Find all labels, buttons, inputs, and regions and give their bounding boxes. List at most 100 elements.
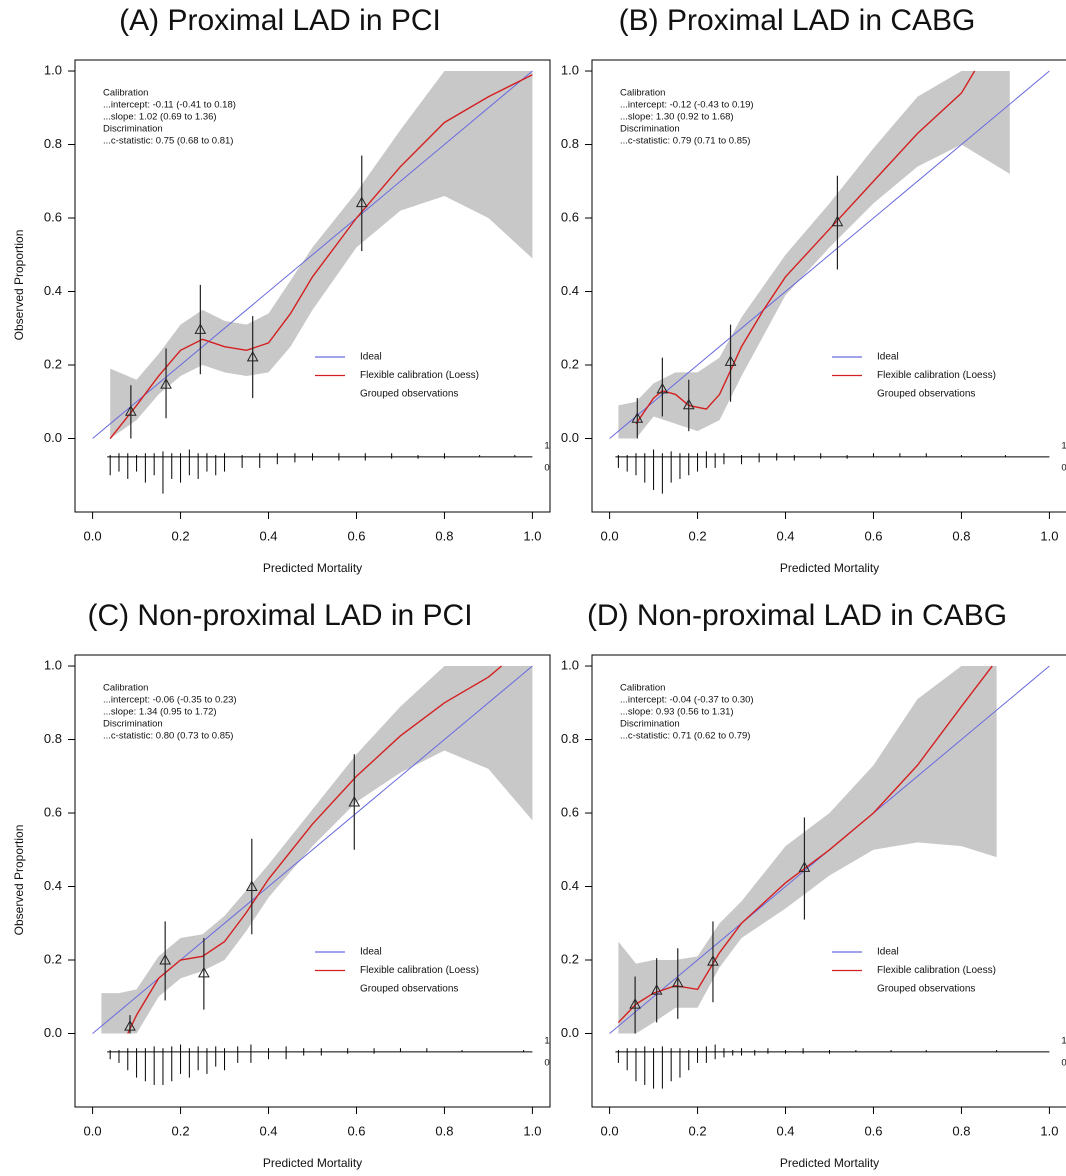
y-tick-label: 0.0	[44, 1025, 62, 1040]
y-tick-label: 1.0	[44, 657, 62, 672]
observation-marker	[650, 984, 663, 995]
x-tick-label: 0.6	[864, 528, 882, 543]
x-tick-label: 0.4	[776, 528, 794, 543]
rug-label: 0	[1061, 462, 1066, 473]
y-tick-label: 0.4	[44, 283, 62, 298]
confidence-band	[110, 71, 533, 439]
x-tick-label: 1.0	[1040, 528, 1058, 543]
x-tick-label: 0.8	[952, 528, 970, 543]
y-tick-label: 0.6	[561, 804, 579, 819]
rug-label: 0	[1061, 1057, 1066, 1068]
x-tick-label: 0.8	[952, 1123, 970, 1138]
y-axis-label: Observed Proportion	[12, 230, 26, 341]
plot-frame	[74, 654, 551, 1108]
observation-marker	[355, 196, 368, 208]
x-tick-label: 1.0	[523, 528, 541, 543]
panel: (C) Non-proximal LAD in PCI 0.0 0.2 0.4 0.6 0…	[12, 599, 551, 1170]
x-axis-label: Predicted Mortality	[263, 561, 362, 575]
x-tick-label: 0.2	[689, 528, 707, 543]
annotation: ...c-statistic: 0.79 (0.71 to 0.85)	[620, 136, 750, 147]
y-tick-label: 0.0	[561, 430, 579, 445]
plot-frame	[591, 59, 1066, 513]
rug-label: 1	[544, 440, 549, 451]
x-tick-label: 0.6	[347, 528, 365, 543]
annotation: ...slope: 1.34 (0.95 to 1.72)	[103, 707, 217, 718]
observation-marker	[245, 880, 258, 892]
annotation: ...c-statistic: 0.71 (0.62 to 0.79)	[620, 731, 750, 742]
annotation: ...slope: 1.30 (0.92 to 1.68)	[620, 112, 734, 123]
observation-marker	[656, 382, 669, 394]
ideal-line	[609, 70, 1050, 439]
x-axis-label: Predicted Mortality	[263, 1156, 362, 1170]
y-tick-label: 0.6	[44, 209, 62, 224]
legend-label: Flexible calibration (Loess)	[360, 370, 479, 381]
x-tick-label: 0.4	[776, 1123, 794, 1138]
x-axis-label: Predicted Mortality	[780, 1156, 879, 1170]
annotation: Calibration	[620, 88, 665, 99]
y-tick-label: 0.2	[561, 951, 579, 966]
y-tick-label: 0.2	[44, 951, 62, 966]
annotation: ...c-statistic: 0.80 (0.73 to 0.85)	[103, 731, 233, 742]
legend-label: Grouped observations	[877, 984, 975, 995]
x-axis-label: Predicted Mortality	[780, 561, 879, 575]
y-tick-label: 0.8	[561, 136, 579, 151]
y-tick-label: 0.8	[44, 731, 62, 746]
loess-line	[617, 665, 993, 1023]
x-tick-label: 0.0	[601, 528, 619, 543]
x-tick-label: 1.0	[1040, 1123, 1058, 1138]
observation-marker	[159, 953, 172, 965]
x-tick-label: 0.6	[864, 1123, 882, 1138]
x-tick-label: 0.4	[259, 528, 277, 543]
annotation: ...slope: 1.02 (0.69 to 1.36)	[103, 112, 217, 123]
observation-marker	[682, 398, 695, 410]
observation-marker	[707, 955, 719, 966]
annotation: ...c-statistic: 0.75 (0.68 to 0.81)	[103, 136, 233, 147]
legend-label: Ideal	[360, 352, 382, 363]
legend-label: Ideal	[360, 947, 382, 958]
panel: (A) Proximal LAD in PCI 0.0 0.2 0.4 0.6 0.8 1.…	[12, 4, 551, 575]
annotation: Discrimination	[620, 719, 680, 730]
observation-marker	[798, 861, 811, 872]
x-tick-label: 0.2	[172, 1123, 190, 1138]
legend-label: Flexible calibration (Loess)	[877, 370, 996, 381]
annotation: ...intercept: -0.11 (-0.41 to 0.18)	[103, 100, 236, 111]
plot-frame	[74, 59, 551, 513]
y-axis-label: Observed Proportion	[12, 825, 26, 936]
observation-marker	[125, 405, 137, 416]
y-tick-label: 1.0	[561, 657, 579, 672]
annotation: ...intercept: -0.06 (-0.35 to 0.23)	[103, 695, 237, 706]
annotation: Discrimination	[620, 124, 680, 135]
observation-marker	[124, 1020, 136, 1031]
annotation: Calibration	[103, 683, 148, 694]
annotation: Discrimination	[103, 124, 163, 135]
legend-label: Grouped observations	[877, 389, 975, 400]
y-tick-label: 0.0	[44, 430, 62, 445]
x-tick-label: 0.0	[84, 528, 102, 543]
panel: (B) Proximal LAD in CABG 0.0 0.2 0.4 0.6 0.8 1…	[561, 4, 1066, 575]
observation-marker	[194, 323, 207, 334]
annotation: ...intercept: -0.04 (-0.37 to 0.30)	[620, 695, 754, 706]
y-tick-label: 1.0	[561, 62, 579, 77]
observation-marker	[160, 378, 172, 389]
observation-marker	[198, 966, 210, 978]
annotation: Calibration	[103, 88, 148, 99]
panel-title: (C) Non-proximal LAD in PCI	[87, 599, 472, 632]
y-tick-label: 1.0	[44, 62, 62, 77]
legend-label: Ideal	[877, 352, 899, 363]
rug-label: 0	[544, 1057, 549, 1068]
legend-label: Flexible calibration (Loess)	[877, 965, 996, 976]
y-tick-label: 0.2	[44, 356, 62, 371]
panel: (D) Non-proximal LAD in CABG 0.0 0.2 0.4 0.6…	[561, 599, 1066, 1170]
legend-label: Flexible calibration (Loess)	[360, 965, 479, 976]
observation-marker	[671, 976, 684, 988]
rug-label: 1	[544, 1035, 549, 1046]
x-tick-label: 0.2	[172, 528, 190, 543]
legend-label: Grouped observations	[360, 984, 458, 995]
panel-title: (A) Proximal LAD in PCI	[119, 4, 441, 37]
x-tick-label: 0.2	[689, 1123, 707, 1138]
observation-marker	[724, 355, 737, 366]
observation-marker	[246, 350, 259, 362]
y-tick-label: 0.8	[561, 731, 579, 746]
